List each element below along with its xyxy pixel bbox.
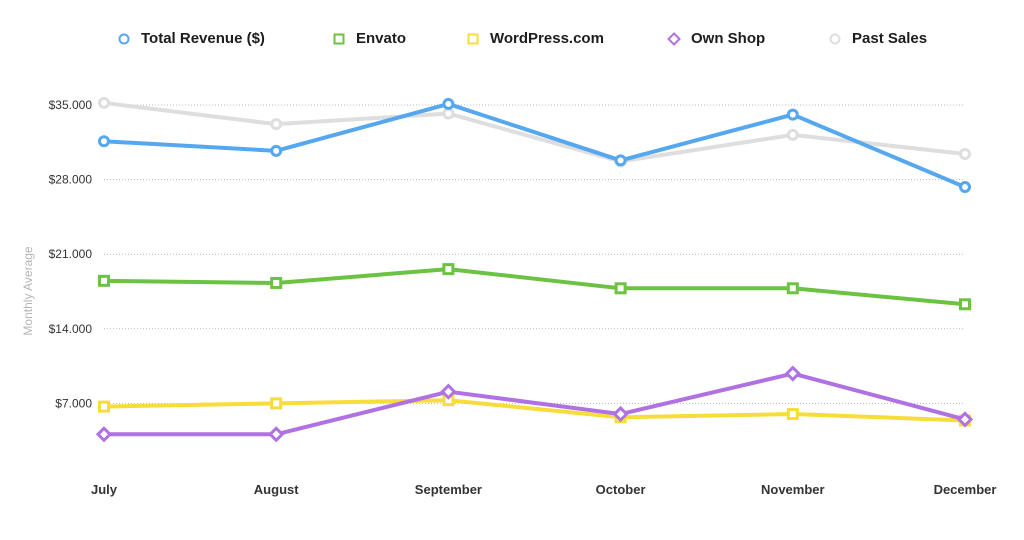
data-point-wordpress-com[interactable] (786, 408, 799, 421)
legend-marker-own-shop (667, 31, 681, 46)
chart-legend: Total Revenue ($) Envato WordPress.com O… (0, 30, 1024, 56)
circle-icon (118, 33, 130, 44)
grid-lines (104, 104, 965, 404)
x-tick-label-december: December (934, 482, 997, 497)
data-point-envato[interactable] (270, 276, 283, 289)
square-icon (467, 33, 479, 44)
y-tick-label: $21.000 (49, 247, 93, 261)
data-point-own-shop[interactable] (268, 426, 285, 443)
data-point-envato[interactable] (614, 282, 627, 295)
data-point-past-sales[interactable] (959, 148, 971, 161)
data-point-total-revenue[interactable] (959, 181, 971, 194)
data-point-own-shop[interactable] (95, 426, 113, 443)
series-line-wordpress-com (102, 398, 967, 423)
legend-marker-envato (332, 32, 346, 46)
x-tick-label-october: October (596, 482, 646, 497)
data-point-past-sales[interactable] (270, 118, 283, 131)
legend-marker-total-revenue (117, 32, 131, 46)
data-point-envato[interactable] (442, 263, 455, 276)
legend-label-own-shop: Own Shop (691, 30, 766, 47)
data-point-total-revenue[interactable] (614, 154, 627, 167)
data-point-envato[interactable] (98, 274, 110, 287)
series-envato (98, 263, 971, 311)
legend-marker-past-sales (828, 32, 842, 46)
data-point-envato[interactable] (959, 298, 971, 311)
series-line-envato (102, 267, 967, 307)
y-tick-label: $35.000 (49, 98, 93, 112)
data-point-total-revenue[interactable] (442, 97, 455, 110)
x-tick-label-august: August (254, 482, 299, 497)
series-line-own-shop (102, 371, 967, 437)
diamond-icon (667, 31, 681, 46)
data-point-own-shop[interactable] (612, 405, 629, 423)
legend-label-past-sales: Past Sales (852, 30, 928, 47)
data-point-total-revenue[interactable] (786, 108, 799, 121)
data-point-own-shop[interactable] (784, 365, 801, 382)
y-tick-label: $28.000 (49, 173, 93, 187)
series-wordpress-com (98, 394, 971, 427)
legend-item-own-shop[interactable]: Own Shop (667, 30, 765, 47)
y-axis-tick-labels: $7.000 $14.000 $21.000 $28.000 $35.000 (49, 98, 93, 410)
x-tick-label-september: September (415, 482, 482, 497)
data-point-own-shop[interactable] (440, 383, 457, 400)
x-axis-tick-labels: July August September October November Decemb… (91, 482, 996, 497)
series-line-total-revenue (102, 101, 967, 190)
series-lines (95, 96, 974, 443)
y-tick-label: $14.000 (49, 322, 93, 336)
y-axis-title: Monthly Average (21, 246, 35, 335)
legend-item-total-revenue[interactable]: Total Revenue ($) (117, 30, 265, 47)
data-point-wordpress-com[interactable] (98, 400, 110, 413)
data-point-wordpress-com[interactable] (270, 397, 283, 410)
data-point-past-sales[interactable] (442, 107, 455, 120)
series-own-shop (95, 365, 974, 443)
data-point-own-shop[interactable] (956, 411, 974, 428)
legend-item-past-sales[interactable]: Past Sales (828, 30, 927, 47)
data-point-total-revenue[interactable] (98, 135, 110, 148)
legend-item-wordpress[interactable]: WordPress.com (466, 30, 604, 47)
square-icon (333, 33, 345, 44)
circle-icon (829, 33, 841, 44)
series-total-revenue (98, 97, 971, 194)
legend-label-wordpress: WordPress.com (490, 30, 604, 47)
legend-label-total-revenue: Total Revenue ($) (141, 30, 265, 47)
data-point-past-sales[interactable] (786, 128, 799, 141)
data-point-past-sales[interactable] (98, 96, 110, 109)
series-past-sales (98, 96, 971, 168)
x-tick-label-november: November (761, 482, 825, 497)
legend-marker-wordpress (466, 32, 480, 46)
y-tick-label: $7.000 (55, 396, 92, 410)
series-line-past-sales (102, 100, 967, 164)
data-point-envato[interactable] (786, 282, 799, 295)
x-tick-label-july: July (91, 482, 118, 497)
legend-label-envato: Envato (356, 30, 407, 47)
legend-item-envato[interactable]: Envato (332, 30, 406, 47)
data-point-total-revenue[interactable] (270, 144, 283, 157)
